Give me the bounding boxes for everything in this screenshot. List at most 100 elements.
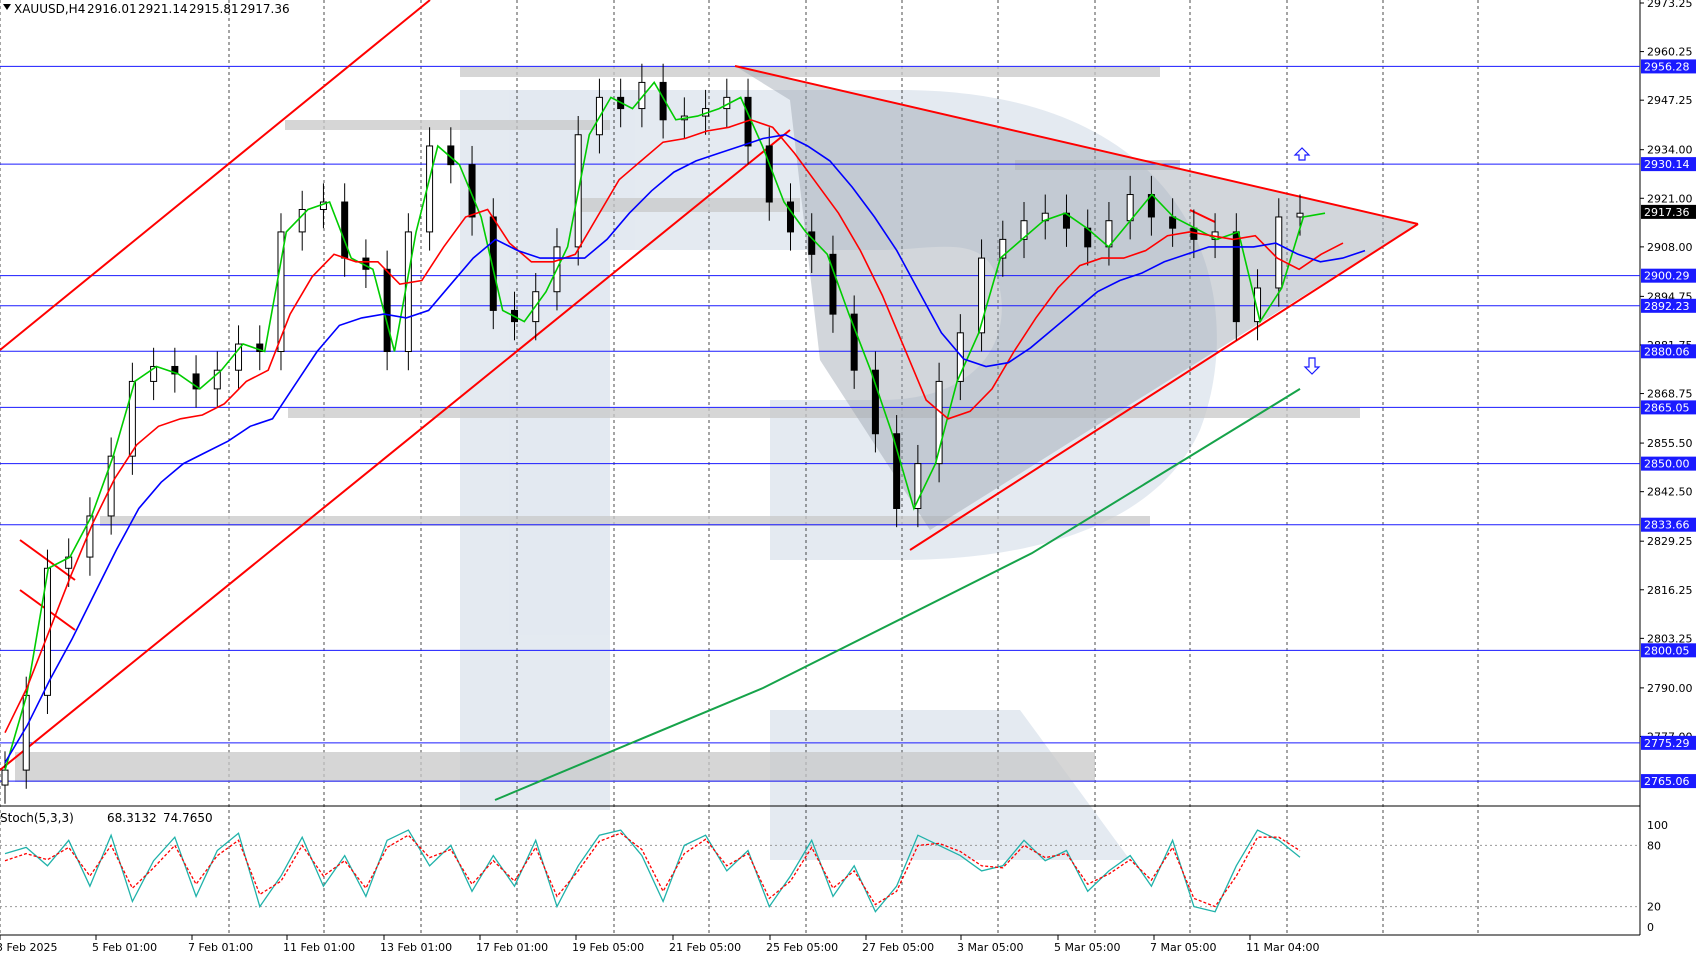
candle-body — [765, 145, 773, 203]
trend-line — [0, 0, 431, 351]
price-zone — [575, 198, 800, 212]
candle-body — [192, 373, 200, 390]
header-symbol: XAUUSD,H4 — [14, 2, 85, 16]
time-tick-label: 7 Mar 05:00 — [1150, 941, 1216, 953]
candle-body — [277, 231, 285, 353]
ma-long-line — [494, 388, 1301, 801]
candle-body — [43, 567, 51, 696]
candle — [1275, 198, 1283, 307]
candle — [1, 751, 9, 804]
candle — [893, 415, 901, 528]
price-tick-label: 2816.25 — [1647, 584, 1693, 597]
candle-body — [893, 433, 901, 509]
level-price-box — [1641, 456, 1696, 471]
price-zone — [15, 752, 1095, 782]
price-tick-label: 2908.00 — [1647, 241, 1693, 254]
price-axis: 2973.25 2960.25 2947.25 2934.00 2921.00 2908.… — [1640, 0, 1696, 789]
header-close: 2917.36 — [240, 2, 290, 16]
triangle-pattern — [735, 66, 1418, 530]
level-price-label: 2956.28 — [1644, 60, 1690, 73]
level-price-box — [1641, 643, 1696, 658]
price-tick-label: 2829.25 — [1647, 535, 1693, 548]
candle-body — [1169, 216, 1177, 229]
stoch-main-value: 68.3132 — [107, 811, 157, 825]
time-tick-label: 13 Feb 01:00 — [380, 941, 452, 953]
price-tick-label: 2842.50 — [1647, 486, 1693, 499]
candle-body — [808, 231, 816, 255]
ma-mid-line — [4, 118, 1344, 734]
stoch-level-label: 100 — [1647, 819, 1668, 832]
triangle-fill — [735, 66, 1418, 530]
candle — [298, 190, 306, 251]
time-axis: 3 Feb 2025 5 Feb 01:00 7 Feb 01:00 11 Feb 0… — [0, 935, 1319, 953]
candle — [659, 63, 667, 139]
stoch-header: Stoch(5,3,3) 68.3132 74.7650 — [0, 811, 213, 825]
time-tick-label: 5 Feb 01:00 — [92, 941, 157, 953]
candle — [808, 213, 816, 274]
signal-arrows — [1293, 147, 1321, 375]
stoch-level-label: 80 — [1647, 839, 1661, 852]
time-tick-label: 25 Feb 05:00 — [766, 941, 838, 953]
candle — [786, 183, 794, 251]
candle — [850, 295, 858, 389]
candle — [1020, 202, 1028, 259]
level-price-box — [1641, 268, 1696, 283]
time-tick-label: 7 Feb 01:00 — [188, 941, 253, 953]
candles — [1, 63, 1304, 804]
header-high: 2921.14 — [138, 2, 188, 16]
candle — [978, 239, 986, 352]
time-tick-label: 3 Mar 05:00 — [957, 941, 1023, 953]
candle — [277, 213, 285, 371]
candle-body — [1254, 287, 1262, 323]
candle — [829, 235, 837, 333]
dropdown-triangle-icon[interactable] — [3, 4, 11, 10]
candle-body — [404, 231, 412, 353]
candle-body — [171, 365, 179, 375]
level-price-box — [1641, 774, 1696, 789]
stoch-level-label: 20 — [1647, 901, 1661, 914]
stoch-signal-value: 74.7650 — [163, 811, 213, 825]
level-price-label: 2930.14 — [1644, 158, 1690, 171]
price-tick-label: 2947.25 — [1647, 94, 1693, 107]
time-tick-label: 27 Feb 05:00 — [862, 941, 934, 953]
level-price-box — [1641, 344, 1696, 359]
time-tick-label: 11 Feb 01:00 — [283, 941, 355, 953]
price-tick-label: 2855.50 — [1647, 437, 1693, 450]
chart-header: XAUUSD,H4 2916.01 2921.14 2915.81 2917.3… — [3, 2, 290, 16]
candle-body — [341, 201, 349, 259]
price-zone — [288, 408, 1360, 418]
moving-averages — [4, 81, 1366, 801]
level-price-label: 2880.06 — [1644, 345, 1690, 358]
candle-body — [935, 380, 943, 465]
candle — [150, 347, 158, 401]
candle-body — [914, 463, 922, 509]
candle — [235, 325, 243, 389]
candle-body — [213, 369, 221, 390]
candle-body — [1, 769, 9, 786]
level-price-label: 2765.06 — [1644, 775, 1690, 788]
time-tick-label: 21 Feb 05:00 — [669, 941, 741, 953]
candle-body — [1020, 220, 1028, 240]
stochastic-panel: 100 80 20 0 — [0, 819, 1668, 934]
candle-body — [298, 208, 306, 233]
level-price-label: 2850.00 — [1644, 458, 1690, 471]
candle — [935, 362, 943, 483]
price-tick-label: 2973.25 — [1647, 0, 1693, 10]
candle-body — [850, 313, 858, 371]
candle — [999, 220, 1007, 277]
candle-body — [1296, 212, 1304, 218]
candle — [1254, 269, 1262, 341]
candle-body — [1126, 194, 1134, 222]
level-price-label: 2800.05 — [1644, 644, 1690, 657]
candle-body — [150, 365, 158, 382]
candle-body — [638, 81, 646, 110]
candle — [765, 127, 773, 221]
candle-body — [978, 257, 986, 334]
candle-body — [999, 238, 1007, 259]
horizontal-levels — [0, 65, 1640, 782]
level-price-box — [1641, 157, 1696, 172]
level-price-box — [1641, 59, 1696, 74]
level-price-label: 2865.05 — [1644, 401, 1690, 414]
trend-line — [909, 223, 1419, 551]
